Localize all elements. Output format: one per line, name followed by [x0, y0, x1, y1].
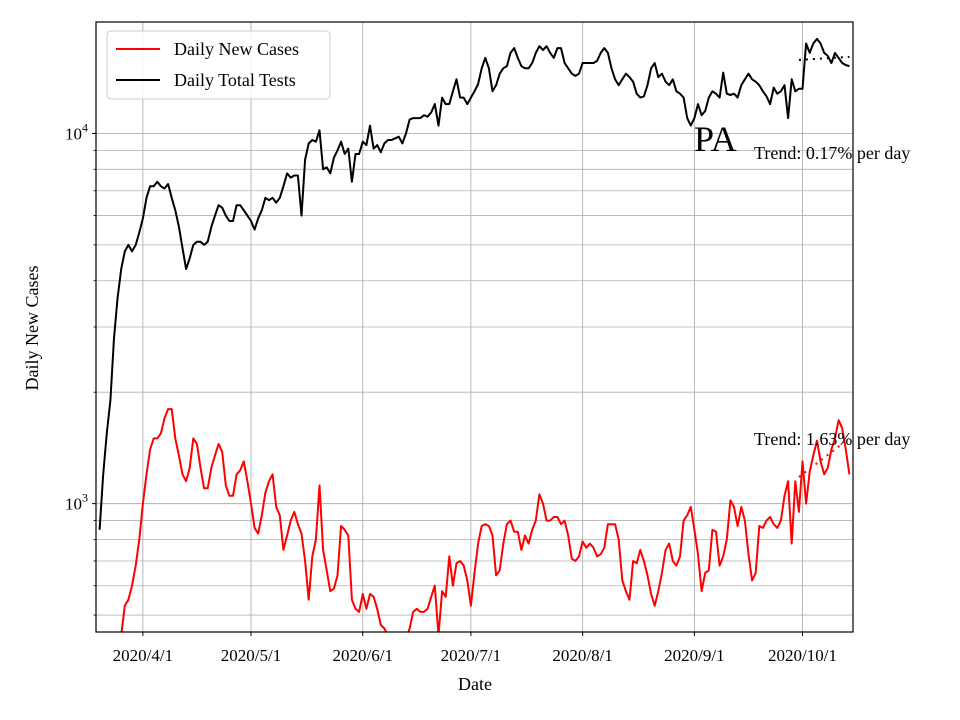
x-tick-label: 2020/4/1 [113, 646, 173, 665]
trend-annotation-cases: Trend: 1.63% per day [754, 429, 910, 449]
series-lines [98, 37, 851, 632]
x-tick-label: 2020/7/1 [441, 646, 501, 665]
series-line-total-tests [98, 37, 850, 530]
x-axis-ticks: 2020/4/1 2020/5/1 2020/6/1 2020/7/1 2020/8/1… [113, 632, 837, 665]
x-tick-label: 2020/9/1 [664, 646, 724, 665]
y-tick-label: 103 [65, 491, 88, 514]
trend-lines [798, 55, 851, 478]
grid [96, 22, 853, 632]
y-axis-ticks: 103 104 [65, 120, 96, 616]
legend-label-new-cases: Daily New Cases [174, 39, 299, 59]
series-line-new-cases [120, 408, 851, 632]
x-axis-label: Date [458, 674, 492, 694]
y-axis-label: Daily New Cases [22, 266, 42, 391]
x-tick-label: 2020/8/1 [552, 646, 612, 665]
plot-frame [95, 21, 854, 633]
y-tick-label: 104 [65, 120, 88, 143]
x-tick-label: 2020/5/1 [221, 646, 281, 665]
legend: Daily New Cases Daily Total Tests [106, 30, 331, 100]
trend-annotation-tests: Trend: 0.17% per day [754, 143, 910, 163]
x-tick-label: 2020/10/1 [768, 646, 837, 665]
legend-box [106, 30, 331, 100]
legend-label-total-tests: Daily Total Tests [174, 70, 296, 90]
trend-line-total-tests [798, 55, 850, 61]
state-label: PA [694, 119, 737, 159]
x-tick-label: 2020/6/1 [333, 646, 393, 665]
